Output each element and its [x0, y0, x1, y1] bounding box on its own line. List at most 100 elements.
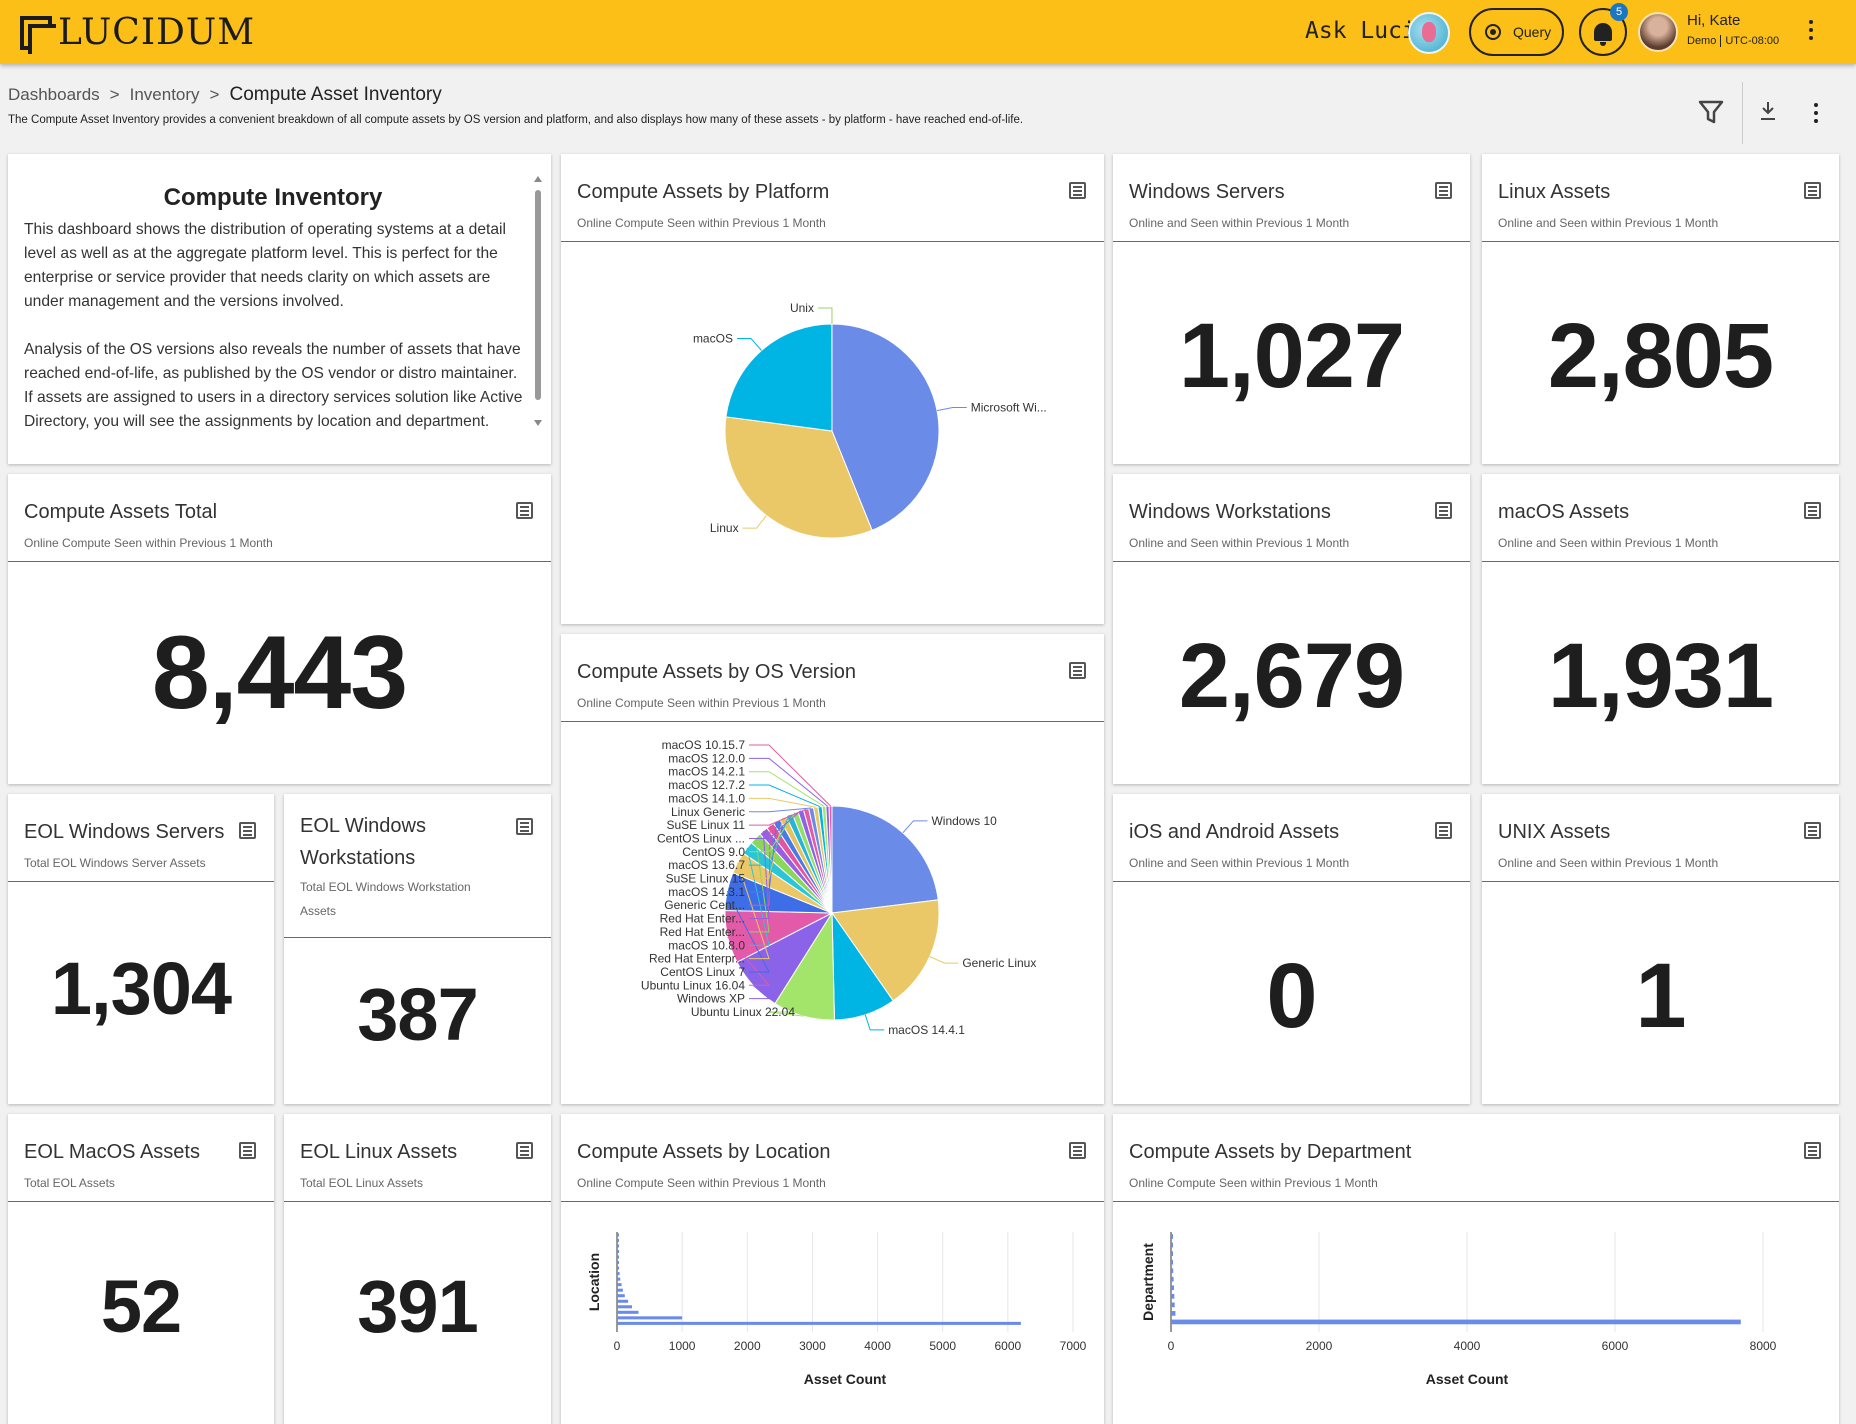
bar[interactable]	[617, 1294, 625, 1298]
unix-assets-count[interactable]: 1	[1635, 945, 1686, 1047]
bar[interactable]	[1171, 1319, 1741, 1325]
card-subtitle: Online and Seen within Previous 1 Month	[1498, 856, 1719, 870]
pie-slice[interactable]	[724, 416, 873, 539]
scroll-up-icon[interactable]	[534, 176, 542, 182]
bar[interactable]	[1171, 1276, 1174, 1282]
list-view-icon[interactable]	[239, 1142, 256, 1159]
eol-windows-servers-count[interactable]: 1,304	[50, 947, 232, 1030]
bar[interactable]	[617, 1266, 619, 1270]
list-view-icon[interactable]	[1804, 822, 1821, 839]
list-view-icon[interactable]	[1804, 502, 1821, 519]
download-icon[interactable]	[1758, 100, 1778, 122]
list-view-icon[interactable]	[239, 822, 256, 839]
list-view-icon[interactable]	[1069, 662, 1086, 679]
eol-windows-servers-card: EOL Windows Servers Total EOL Windows Se…	[8, 794, 274, 1104]
bar[interactable]	[1171, 1311, 1176, 1316]
card-title: EOL Windows Servers	[24, 821, 225, 843]
linux-assets-count[interactable]: 2,805	[1547, 305, 1774, 407]
list-view-icon[interactable]	[516, 502, 533, 519]
list-view-icon[interactable]	[516, 818, 533, 835]
bar[interactable]	[617, 1238, 619, 1242]
filter-icon[interactable]	[1697, 98, 1725, 126]
card-header: EOL Linux Assets Total EOL Linux Assets	[284, 1114, 551, 1202]
pie-slice[interactable]	[828, 805, 833, 914]
bar[interactable]	[1171, 1302, 1175, 1308]
list-view-icon[interactable]	[1804, 1142, 1821, 1159]
card-header: Compute Assets by OS Version Online Comp…	[561, 634, 1104, 722]
pie-leader-line	[749, 825, 771, 906]
card-header: Compute Assets by Location Online Comput…	[561, 1114, 1104, 1202]
card-subtitle: Online Compute Seen within Previous 1 Mo…	[577, 1176, 826, 1190]
scroll-down-icon[interactable]	[534, 420, 542, 426]
bar[interactable]	[617, 1288, 623, 1292]
list-view-icon[interactable]	[1069, 182, 1086, 199]
list-view-icon[interactable]	[1435, 502, 1452, 519]
notifications-button[interactable]	[1579, 8, 1627, 56]
breadcrumb-inventory[interactable]: Inventory	[129, 85, 200, 104]
windows-servers-count[interactable]: 1,027	[1178, 305, 1405, 407]
query-button-label: Query	[1513, 24, 1552, 40]
macos-assets-count[interactable]: 1,931	[1547, 625, 1774, 727]
scroll-thumb[interactable]	[535, 190, 541, 400]
card-title: iOS and Android Assets	[1129, 821, 1340, 843]
list-view-icon[interactable]	[1804, 182, 1821, 199]
bar[interactable]	[617, 1277, 621, 1281]
bar[interactable]	[617, 1316, 683, 1320]
app-menu-icon[interactable]	[1808, 20, 1814, 44]
bar[interactable]	[617, 1249, 619, 1254]
bar[interactable]	[617, 1244, 619, 1248]
logo-text: LUCIDUM	[58, 12, 256, 53]
bar[interactable]	[617, 1305, 632, 1309]
list-view-icon[interactable]	[1069, 1142, 1086, 1159]
bar[interactable]	[617, 1283, 622, 1287]
bar[interactable]	[1171, 1234, 1173, 1239]
page-menu-icon[interactable]	[1813, 103, 1819, 123]
card-header: EOL MacOS Assets Total EOL Assets	[8, 1114, 274, 1202]
pie-slice[interactable]	[725, 323, 833, 432]
ios-android-count[interactable]: 0	[1266, 945, 1317, 1047]
bar[interactable]	[617, 1255, 619, 1259]
bar[interactable]	[617, 1310, 639, 1314]
bar[interactable]	[1171, 1285, 1174, 1291]
location-chart-card: Compute Assets by Location Online Comput…	[561, 1114, 1104, 1424]
user-avatar[interactable]	[1638, 12, 1678, 52]
eol-windows-workstations-count[interactable]: 387	[357, 973, 478, 1056]
inventory-scrollbar[interactable]	[533, 176, 543, 426]
bar[interactable]	[1171, 1293, 1175, 1299]
card-header: macOS Assets Online and Seen within Prev…	[1482, 474, 1839, 562]
compute-total-count[interactable]: 8,443	[151, 615, 408, 731]
list-view-icon[interactable]	[1435, 182, 1452, 199]
list-view-icon[interactable]	[1435, 822, 1452, 839]
pie-slice[interactable]	[831, 805, 939, 914]
bar[interactable]	[1171, 1268, 1174, 1274]
pie-label: macOS 14.2.1	[668, 765, 745, 779]
card-title: EOL Windows	[300, 815, 426, 837]
card-subtitle: Online Compute Seen within Previous 1 Mo…	[24, 536, 273, 550]
card-title: Workstations	[300, 847, 416, 869]
pie-slice[interactable]	[831, 323, 940, 531]
query-button[interactable]: Query	[1469, 8, 1564, 56]
x-tick-label: 6000	[995, 1339, 1022, 1353]
bar[interactable]	[1171, 1259, 1173, 1265]
bar[interactable]	[1171, 1242, 1173, 1248]
pie-slice[interactable]	[831, 899, 940, 1002]
pie-label: SuSE Linux 15	[666, 872, 746, 886]
pie-label: Linux	[710, 521, 739, 535]
bar[interactable]	[617, 1321, 1021, 1325]
windows-workstations-count[interactable]: 2,679	[1178, 625, 1405, 727]
lucidum-logo[interactable]: LUCIDUM	[20, 12, 256, 54]
eol-macos-count[interactable]: 52	[100, 1265, 182, 1348]
bar[interactable]	[617, 1272, 620, 1276]
list-view-icon[interactable]	[516, 1142, 533, 1159]
breadcrumb-dashboards[interactable]: Dashboards	[8, 85, 100, 104]
eol-linux-count[interactable]: 391	[357, 1265, 478, 1348]
pie-label: macOS 12.7.2	[668, 778, 745, 792]
card-title: Compute Assets Total	[24, 501, 218, 523]
bar[interactable]	[617, 1261, 619, 1265]
bar[interactable]	[617, 1299, 629, 1303]
pie-label: macOS 12.0.0	[668, 751, 745, 765]
luci-assistant-avatar[interactable]	[1408, 12, 1450, 54]
bar[interactable]	[1171, 1251, 1173, 1256]
bar[interactable]	[617, 1233, 619, 1237]
pie-leader-line	[768, 1011, 804, 1017]
